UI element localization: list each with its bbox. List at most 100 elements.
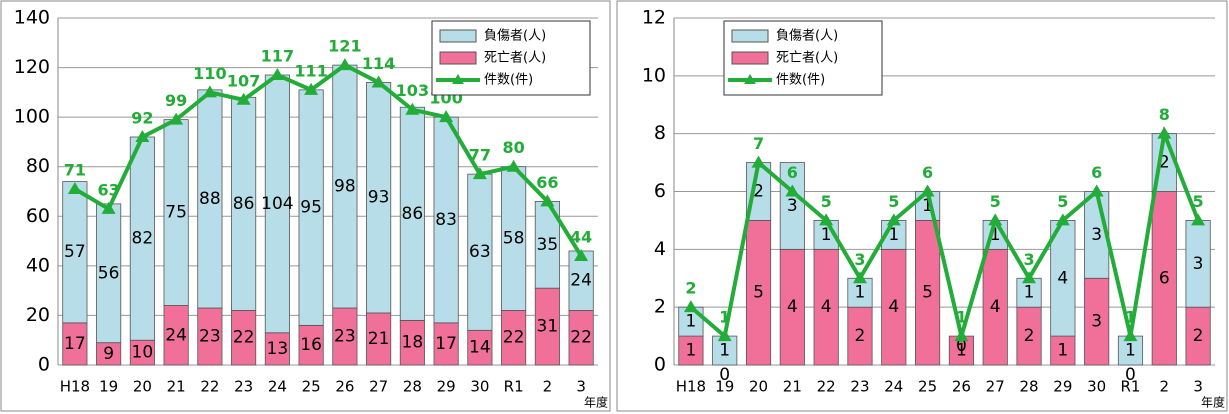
- legend-label: 件数(件): [484, 73, 533, 88]
- x-axis-label: 年度: [1201, 395, 1225, 410]
- bar-value-label: 14: [469, 338, 491, 358]
- bar-value-label: 95: [300, 198, 322, 218]
- y-tick-label: 6: [654, 180, 666, 202]
- bar-value-label: 31: [537, 317, 559, 337]
- x-tick-label: 20: [133, 378, 152, 396]
- line-marker: [1157, 126, 1172, 139]
- legend-swatch: [452, 74, 464, 84]
- legend-swatch: [731, 29, 769, 43]
- line-marker: [337, 58, 352, 71]
- bar-value-label: 2: [1193, 326, 1204, 346]
- bar-value-label: 22: [570, 328, 592, 348]
- bar-value-label: 5: [753, 283, 764, 303]
- line-marker: [988, 213, 1003, 226]
- line-value-label: 7: [753, 134, 764, 153]
- bar-value-label: 58: [503, 229, 525, 249]
- line-value-label: 1: [719, 308, 730, 327]
- x-tick-label: 25: [918, 378, 937, 396]
- legend-swatch: [439, 51, 477, 65]
- y-tick-label: 12: [642, 7, 666, 29]
- y-tick-label: 140: [14, 7, 50, 29]
- y-tick-label: 100: [14, 106, 50, 128]
- line-value-label: 99: [165, 91, 187, 110]
- line-marker: [506, 159, 521, 172]
- bar-value-label: 1: [719, 341, 730, 361]
- line-value-label: 5: [1057, 192, 1068, 211]
- line-marker: [717, 329, 732, 342]
- bar-value-label: 22: [233, 328, 255, 348]
- bar-value-label: 3: [1091, 225, 1102, 245]
- bar: [501, 166, 527, 311]
- bar-value-label: 23: [199, 326, 221, 346]
- bar: [779, 162, 805, 250]
- line-marker: [683, 300, 698, 313]
- line-value-label: 6: [922, 163, 933, 182]
- line-value-label: 6: [1091, 163, 1102, 182]
- bar-value-label: 88: [199, 189, 221, 209]
- line-marker: [472, 167, 487, 180]
- bar-value-label: 104: [261, 194, 293, 214]
- line-value-label: 1: [956, 308, 967, 327]
- line-marker: [819, 213, 834, 226]
- line-marker: [1022, 271, 1037, 284]
- line-marker: [1191, 213, 1206, 226]
- legend-label: 死亡者(人): [484, 51, 546, 66]
- bar: [366, 82, 392, 314]
- line-marker: [886, 213, 901, 226]
- frame: [616, 0, 1228, 412]
- bar-value-label: 1: [1125, 341, 1136, 361]
- line-value-label: 6: [787, 163, 798, 182]
- line-marker: [371, 75, 386, 88]
- bar: [298, 324, 324, 366]
- bar-value-label: 1: [821, 225, 832, 245]
- bar: [197, 89, 223, 309]
- bar: [467, 173, 493, 331]
- x-tick-label: 22: [200, 378, 219, 396]
- bar-value-label: 1: [888, 225, 899, 245]
- bar: [881, 248, 907, 366]
- y-tick-label: 0: [38, 354, 50, 376]
- bar-value-label: 1: [685, 312, 696, 332]
- bar: [1185, 306, 1211, 366]
- bar-value-label: 3: [1193, 254, 1204, 274]
- bar: [915, 220, 941, 366]
- x-tick-label: 29: [437, 378, 456, 396]
- bar: [264, 74, 290, 334]
- bar-value-label: 75: [165, 203, 187, 223]
- x-axis-label: 年度: [584, 395, 608, 410]
- bar: [1050, 335, 1076, 366]
- bar: [568, 310, 594, 366]
- line-value-label: 77: [469, 146, 491, 165]
- bar-value-label: 4: [990, 297, 1001, 317]
- bar-value-label: 35: [537, 235, 559, 255]
- line-marker: [1055, 213, 1070, 226]
- y-tick-label: 20: [26, 304, 50, 326]
- bar: [62, 322, 88, 366]
- bar: [433, 116, 459, 324]
- line-value-label: 63: [97, 180, 119, 199]
- bar: [1084, 277, 1110, 366]
- x-tick-label: 27: [369, 378, 388, 396]
- bar: [332, 307, 358, 366]
- x-tick-label: 28: [1019, 378, 1038, 396]
- x-tick-label: 2: [1160, 378, 1170, 396]
- line-value-label: 103: [396, 81, 429, 100]
- line-value-label: 107: [227, 71, 260, 90]
- x-tick-label: 3: [1193, 378, 1203, 396]
- bar-value-label: 4: [1057, 268, 1068, 288]
- bar-value-label: 0: [956, 336, 967, 356]
- bar-value-label: 2: [1159, 153, 1170, 173]
- line-value-label: 121: [328, 37, 361, 56]
- y-tick-label: 0: [654, 354, 666, 376]
- line-marker: [540, 194, 555, 207]
- x-tick-label: 21: [167, 378, 186, 396]
- bar-value-label: 82: [132, 229, 154, 249]
- line-value-label: 71: [64, 161, 86, 180]
- frame: [0, 0, 611, 412]
- line-marker: [852, 271, 867, 284]
- line-marker: [236, 92, 251, 105]
- line-marker: [439, 110, 454, 123]
- legend-swatch: [439, 29, 477, 43]
- bar: [399, 106, 425, 321]
